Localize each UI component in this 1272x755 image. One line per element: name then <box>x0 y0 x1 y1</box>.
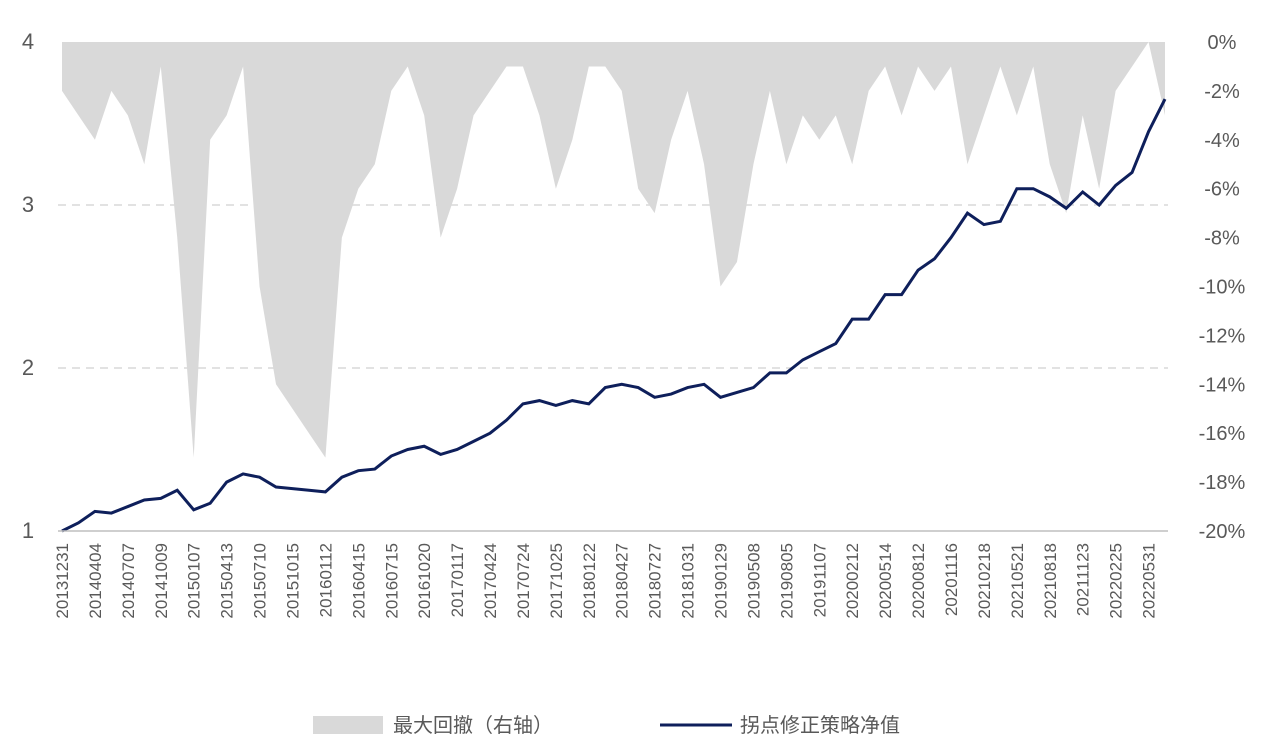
x-tick-label: 20150107 <box>185 543 204 619</box>
x-tick-label: 20151015 <box>283 543 302 619</box>
x-tick-label: 20140404 <box>86 543 105 619</box>
x-tick-label: 20210218 <box>975 543 994 619</box>
x-tick-label: 20181031 <box>679 543 698 619</box>
y2-tick-label: -16% <box>1199 423 1246 445</box>
legend-swatch <box>313 716 383 734</box>
y2-tick-label: -2% <box>1204 81 1240 103</box>
x-tick-label: 20211123 <box>1074 543 1093 616</box>
x-tick-label: 20150413 <box>218 543 237 619</box>
y2-tick-label: -18% <box>1199 472 1246 494</box>
x-tick-label: 20171025 <box>547 543 566 619</box>
x-tick-label: 20210521 <box>1008 543 1027 619</box>
y2-tick-label: -10% <box>1199 277 1246 299</box>
y-tick-label: 1 <box>22 518 34 543</box>
y2-tick-label: -12% <box>1199 325 1246 347</box>
y2-tick-label: -14% <box>1199 374 1246 396</box>
y2-tick-label: -20% <box>1199 521 1246 543</box>
x-tick-label: 20180122 <box>580 543 599 619</box>
x-tick-label: 20170117 <box>448 543 467 617</box>
x-tick-label: 20200212 <box>843 543 862 619</box>
x-tick-label: 20140707 <box>119 543 138 619</box>
x-tick-label: 20190805 <box>777 543 796 619</box>
x-tick-label: 20161020 <box>415 543 434 619</box>
x-tick-label: 20200514 <box>876 543 895 619</box>
y2-tick-label: -6% <box>1204 179 1240 201</box>
y2-tick-label: 0% <box>1208 32 1237 54</box>
x-tick-label: 20170724 <box>514 543 533 619</box>
x-tick-label: 20200812 <box>909 543 928 619</box>
y-tick-label: 3 <box>22 192 34 217</box>
x-tick-label: 20220531 <box>1140 543 1159 619</box>
legend-label: 拐点修正策略净值 <box>740 714 900 737</box>
x-tick-label: 20201116 <box>942 543 961 616</box>
net-value-line <box>61 98 1167 533</box>
x-tick-label: 20131231 <box>53 543 72 619</box>
x-tick-label: 20190508 <box>744 543 763 619</box>
x-tick-label: 20160112 <box>316 543 335 617</box>
drawdown-area <box>62 42 1165 458</box>
x-tick-label: 20180727 <box>646 543 665 619</box>
x-tick-label: 20160415 <box>349 543 368 619</box>
x-tick-label: 20180427 <box>613 543 632 619</box>
y2-tick-label: -4% <box>1204 130 1240 152</box>
x-tick-label: 20150710 <box>251 543 270 619</box>
x-tick-label: 20160715 <box>382 543 401 619</box>
x-tick-label: 20210818 <box>1041 543 1060 619</box>
x-tick-label: 20141009 <box>152 543 171 619</box>
y-tick-label: 4 <box>22 29 34 54</box>
x-tick-label: 20190129 <box>712 543 731 619</box>
x-tick-label: 20170424 <box>481 543 500 619</box>
y-tick-label: 2 <box>22 355 34 380</box>
x-tick-label: 20220225 <box>1107 543 1126 619</box>
legend-label: 最大回撤（右轴） <box>393 714 553 737</box>
x-tick-label: 20191107 <box>810 543 829 617</box>
y2-tick-label: -8% <box>1204 228 1240 250</box>
